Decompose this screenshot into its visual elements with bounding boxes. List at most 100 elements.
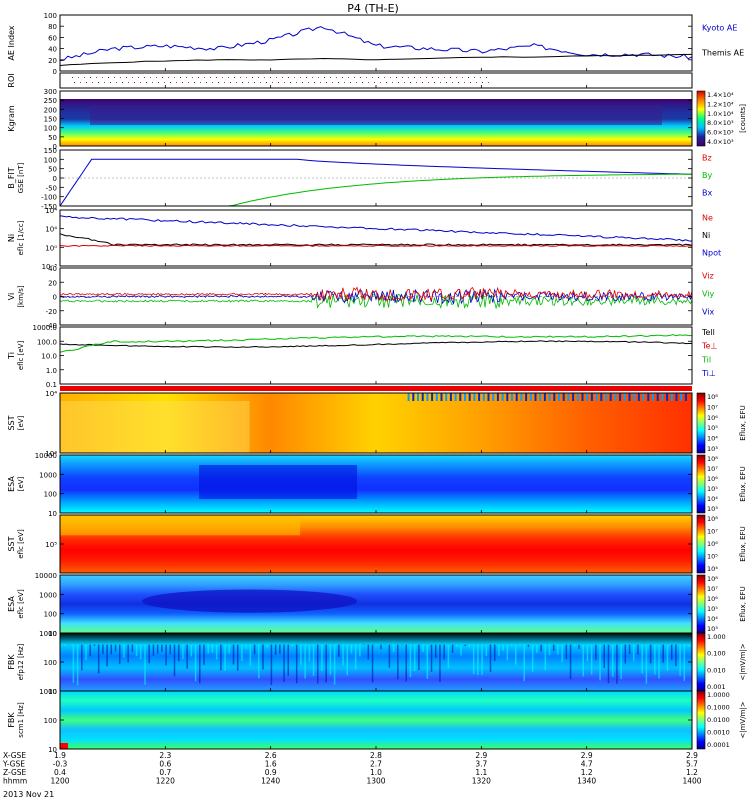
- x-tick-label: 2.3: [159, 751, 171, 760]
- heatmap-stripe: [520, 393, 523, 401]
- heatmap-stripe: [485, 644, 488, 657]
- heatmap-stripe: [456, 644, 458, 647]
- colorbar-tick-label: 1.2×10⁴: [707, 100, 734, 108]
- roi-dot: [146, 82, 147, 83]
- heatmap-stripe: [527, 644, 530, 647]
- heatmap-stripe: [81, 644, 83, 671]
- legend-entry: Ti⊥: [701, 369, 716, 378]
- roi-dot: [134, 82, 135, 83]
- legend-entry: Npot: [702, 249, 721, 258]
- roi-dot: [468, 77, 469, 78]
- x-tick-label: 2.9: [686, 751, 698, 760]
- colorbar-tick-label: 10⁸: [707, 575, 718, 583]
- colorbar-tick-label: 0.001: [707, 683, 726, 691]
- roi-dot: [252, 77, 253, 78]
- roi-dot: [198, 77, 199, 78]
- roi-dot: [294, 77, 295, 78]
- y-tick-label: 1000: [39, 471, 57, 479]
- roi-dot: [264, 77, 265, 78]
- colorbar-label: [counts]: [739, 104, 747, 133]
- y-tick-label: 10⁴: [45, 207, 57, 215]
- heatmap-stripe: [291, 644, 294, 646]
- roi-dot: [332, 82, 333, 83]
- heatmap-stripe: [666, 393, 669, 401]
- panel-yunits: [eV]: [17, 415, 25, 430]
- roi-dot: [164, 82, 165, 83]
- heatmap-stripe: [557, 644, 559, 655]
- roi-dot: [200, 82, 201, 83]
- heatmap-stripe: [558, 393, 560, 401]
- heatmap-stripe: [279, 644, 281, 654]
- heatmap-stripe: [684, 393, 687, 401]
- heatmap-stripe: [590, 393, 593, 401]
- heatmap-stripe: [489, 644, 492, 672]
- colorbar-tick-label: 10³: [707, 625, 718, 633]
- colorbar-tick-label: 10⁴: [707, 495, 718, 503]
- series-line: [59, 293, 693, 310]
- heatmap-stripe: [628, 644, 631, 654]
- colorbar-label: Eflux, EFU: [739, 405, 747, 440]
- roi-dot: [374, 82, 375, 83]
- colorbar-tick-label: 0.1000: [707, 704, 730, 712]
- x-tick-label: 1200: [50, 777, 69, 786]
- heatmap-stripe: [295, 644, 298, 684]
- roi-dot: [218, 82, 219, 83]
- heatmap-stripe: [194, 644, 197, 682]
- legend-entry: Themis AE: [701, 49, 744, 58]
- roi-dot: [428, 82, 429, 83]
- colorbar-tick-label: 0.010: [707, 666, 726, 674]
- roi-dot: [452, 82, 453, 83]
- roi-dot: [446, 82, 447, 83]
- y-tick-label: 10⁵: [45, 541, 57, 549]
- heatmap-stripe: [649, 644, 652, 664]
- colorbar-tick-label: 10⁴: [707, 615, 718, 623]
- panel-yunits: GSE [nT]: [17, 162, 25, 193]
- x-tick-label: 1340: [577, 777, 596, 786]
- legend-entry: By: [702, 171, 712, 180]
- heatmap-stripe: [131, 644, 134, 652]
- legend-entry: Til: [701, 355, 711, 364]
- heatmap-stripe: [620, 644, 622, 680]
- colorbar-tick-label: 4.0×10³: [707, 138, 734, 146]
- roi-dot: [482, 82, 483, 83]
- roi-dot: [410, 82, 411, 83]
- roi-dot: [318, 77, 319, 78]
- heatmap-stripe: [249, 644, 252, 666]
- heatmap-stripe: [687, 644, 690, 647]
- heatmap-stripe: [654, 644, 656, 675]
- heatmap-stripe: [609, 393, 612, 401]
- legend-entry: Te⊥: [701, 342, 717, 351]
- heatmap-stripe: [312, 644, 315, 677]
- roi-dot: [230, 82, 231, 83]
- heatmap-stripe: [169, 644, 172, 655]
- heatmap-stripe: [645, 644, 648, 684]
- y-tick-label: 10000: [35, 572, 57, 580]
- colorbar-tick-label: 1.0000: [707, 691, 730, 699]
- y-tick-label: 1000.0: [33, 324, 58, 332]
- heatmap-stripe: [569, 644, 572, 680]
- x-tick-label: 1.9: [54, 751, 66, 760]
- panel-esa1: ESA [eV] 10000 1000 100 10: [7, 452, 693, 518]
- colorbar-tick-label: 10⁸: [707, 455, 718, 463]
- colorbar-tick-label: 10⁷: [707, 528, 718, 536]
- heatmap-stripe: [182, 644, 184, 659]
- heatmap-stripe: [350, 644, 353, 654]
- panel-ylabel: ESA: [7, 596, 16, 612]
- y-tick-label: 10.0: [41, 353, 57, 361]
- heatmap-stripe: [440, 393, 443, 401]
- heatmap-stripe: [447, 644, 450, 669]
- roi-dot: [192, 77, 193, 78]
- heatmap-stripe: [156, 644, 159, 654]
- roi-dot: [188, 82, 189, 83]
- heatmap-stripe: [421, 393, 424, 401]
- roi-dot: [404, 82, 405, 83]
- heatmap-stripe: [165, 644, 167, 666]
- roi-dot: [314, 82, 315, 83]
- panel-esa2: ESA eflc [eV] 10000 1000 100 10: [7, 572, 693, 638]
- roi-dot: [162, 77, 163, 78]
- heatmap-stripe: [439, 644, 441, 682]
- y-tick-label: 200: [44, 106, 57, 114]
- heatmap-stripe: [308, 644, 311, 662]
- panel-ylabel: Ni: [7, 234, 16, 242]
- panel-ylabel: Vi: [7, 293, 16, 301]
